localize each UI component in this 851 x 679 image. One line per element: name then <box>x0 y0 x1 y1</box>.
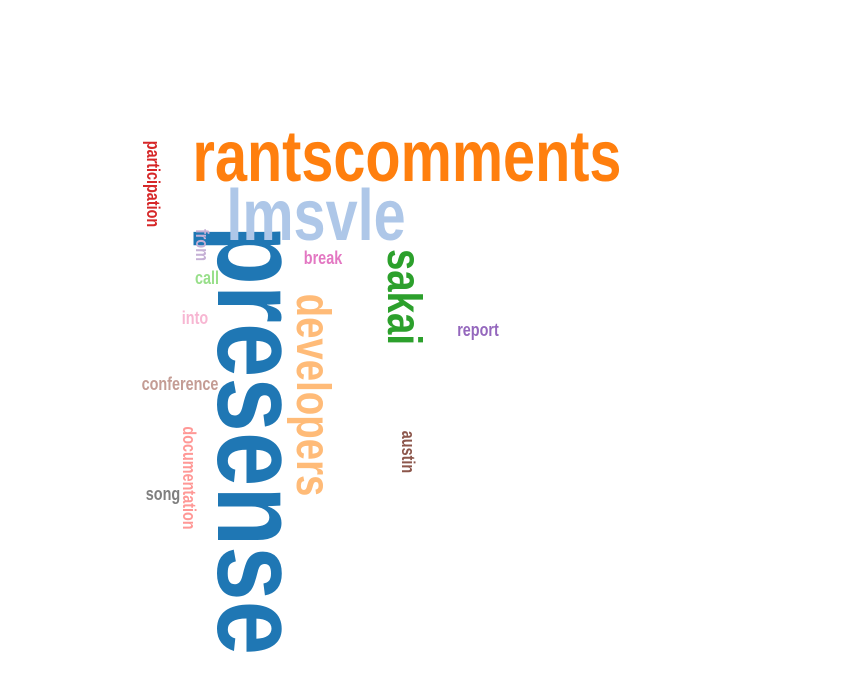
word-report: report <box>457 320 499 340</box>
word-sakai: sakai <box>377 248 430 346</box>
word-song: song <box>145 484 181 504</box>
word-lmsvle: lmsvle <box>226 176 406 256</box>
word-rantscomments: rantscomments <box>192 117 622 197</box>
word-documentation: documentation <box>179 426 199 530</box>
word-participation: participation <box>143 140 163 228</box>
word-from: from <box>192 229 212 261</box>
word-austin: austin <box>398 430 418 474</box>
word-call: call <box>194 268 220 288</box>
word-break: break <box>303 248 343 268</box>
word-conference: conference <box>141 374 219 394</box>
word-developers: developers <box>286 293 339 497</box>
word-into: into <box>181 308 209 328</box>
